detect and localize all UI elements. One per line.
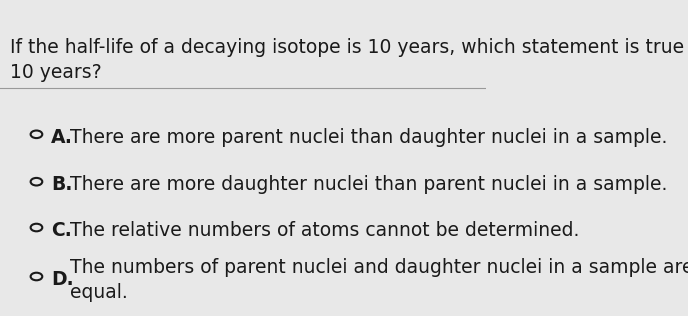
Text: A.: A.: [51, 128, 73, 147]
Text: B.: B.: [51, 175, 72, 194]
Text: The numbers of parent nuclei and daughter nuclei in a sample are
equal.: The numbers of parent nuclei and daughte…: [69, 258, 688, 302]
Text: If the half-life of a decaying isotope is 10 years, which statement is true afte: If the half-life of a decaying isotope i…: [10, 38, 688, 82]
Text: There are more parent nuclei than daughter nuclei in a sample.: There are more parent nuclei than daught…: [69, 128, 667, 147]
Text: D.: D.: [51, 270, 74, 289]
Text: The relative numbers of atoms cannot be determined.: The relative numbers of atoms cannot be …: [69, 221, 579, 240]
Text: There are more daughter nuclei than parent nuclei in a sample.: There are more daughter nuclei than pare…: [69, 175, 667, 194]
Text: C.: C.: [51, 221, 72, 240]
